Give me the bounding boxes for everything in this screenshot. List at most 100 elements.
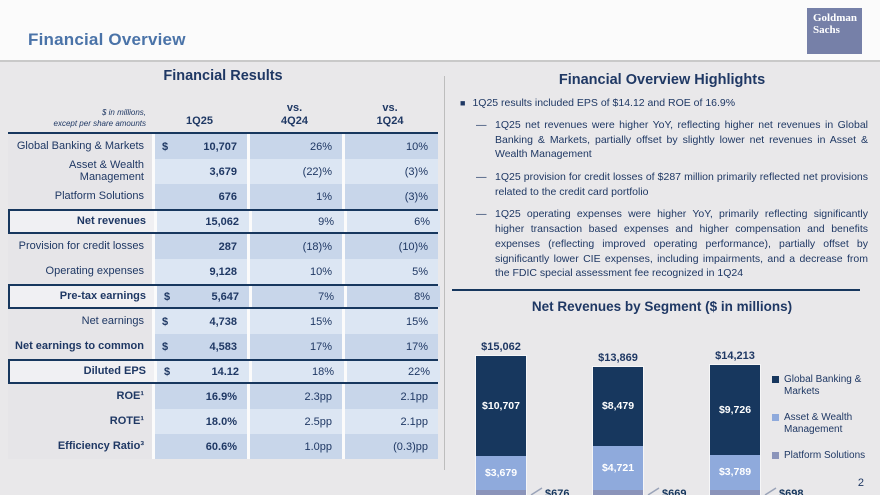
value-1q25: 10,707	[203, 140, 237, 153]
row-label: Net earnings	[8, 309, 152, 334]
square-bullet-icon: ■	[460, 98, 466, 108]
row-value-vs-4q24: 18%	[249, 361, 344, 382]
value-vs-1q24: 5%	[412, 265, 428, 278]
dollar-sign: $	[162, 315, 169, 328]
legend-item: Asset & Wealth Management	[772, 412, 872, 437]
row-label: Net revenues	[10, 211, 154, 232]
financial-results-title: Financial Results	[163, 68, 283, 84]
row-label: ROTE¹	[8, 409, 152, 434]
row-value-vs-4q24: (18)%	[247, 234, 342, 259]
table-row: Efficiency Ratio³ 60.6% 1.0pp (0.3)pp	[8, 434, 438, 459]
bar-segment: $3,789	[710, 454, 760, 490]
financial-results-table: $ in millions, except per share amounts …	[8, 92, 440, 459]
dollar-sign: $	[162, 340, 169, 353]
value-vs-1q24: (3)%	[404, 190, 428, 203]
value-vs-1q24: 2.1pp	[400, 415, 428, 428]
table-row: Net earnings to common $ 4,583 17% 17%	[8, 334, 438, 359]
row-label: Provision for credit losses	[8, 234, 152, 259]
value-vs-4q24: 1%	[316, 190, 332, 203]
value-1q25: 16.9%	[205, 390, 237, 403]
value-1q25: 5,647	[211, 290, 239, 303]
bar-segment: $4,721	[593, 445, 643, 490]
row-value-vs-4q24: 15%	[247, 309, 342, 334]
column-header-1q25: 1Q25	[186, 115, 213, 128]
row-label: ROE¹	[8, 384, 152, 409]
bars-row: $15,062 $10,707 $3,679 $676 $13,869 $8,479 $4,…	[452, 328, 803, 495]
row-value-1q25: $ 4,583	[152, 334, 247, 359]
legend-label: Asset & Wealth Management	[784, 411, 853, 436]
bar-segment: $9,726	[710, 364, 760, 455]
sub-bullet: — 1Q25 net revenues were higher YoY, ref…	[476, 118, 868, 162]
value-1q25: 676	[218, 190, 237, 203]
row-value-vs-1q24: (0.3)pp	[342, 434, 438, 459]
value-vs-4q24: 18%	[311, 365, 334, 378]
value-vs-4q24: 15%	[309, 315, 332, 328]
row-value-vs-1q24: 5%	[342, 259, 438, 284]
stacked-bar: $8,479 $4,721	[593, 366, 643, 495]
net-revenues-chart: $15,062 $10,707 $3,679 $676 $13,869 $8,479 $4,…	[452, 328, 872, 495]
value-vs-4q24: 2.3pp	[304, 390, 332, 403]
value-vs-4q24: 26%	[309, 140, 332, 153]
column-header-vs-4q24: vs. 4Q24	[281, 101, 308, 128]
page-number: 2	[857, 477, 864, 489]
column-header-vs-1q24: vs. 1Q24	[376, 101, 404, 128]
highlights-panel: Financial Overview Highlights ■ 1Q25 res…	[452, 68, 872, 495]
value-vs-4q24: 9%	[318, 215, 334, 228]
value-vs-4q24: 10%	[309, 265, 332, 278]
value-vs-1q24: 6%	[414, 215, 430, 228]
table-row: ROTE¹ 18.0% 2.5pp 2.1pp	[8, 409, 438, 434]
row-value-vs-1q24: 2.1pp	[342, 409, 438, 434]
row-value-1q25: $ 5,647	[154, 286, 249, 307]
row-value-1q25: $ 4,738	[152, 309, 247, 334]
row-value-1q25: $ 14.12	[154, 361, 249, 382]
value-1q25: 18.0%	[205, 415, 237, 428]
callout-value: $698	[779, 487, 804, 495]
platform-solutions-callout: $676	[530, 484, 569, 495]
row-value-vs-4q24: 2.5pp	[247, 409, 342, 434]
platform-solutions-callout: $669	[647, 484, 686, 495]
row-value-1q25: 16.9%	[152, 384, 247, 409]
row-label: Platform Solutions	[8, 184, 152, 209]
value-1q25: 4,583	[209, 340, 237, 353]
platform-solutions-callout: $698	[764, 484, 803, 495]
row-value-vs-1q24: (3)%	[342, 184, 438, 209]
table-row: Platform Solutions 676 1% (3)%	[8, 184, 438, 209]
logo-line-2: Sachs	[813, 23, 840, 36]
row-value-vs-1q24: 22%	[344, 361, 440, 382]
legend-label: Platform Solutions	[784, 449, 866, 461]
row-value-1q25: 18.0%	[152, 409, 247, 434]
row-value-vs-1q24: (10)%	[342, 234, 438, 259]
goldman-sachs-logo: Goldman Sachs	[807, 8, 862, 54]
value-vs-1q24: (10)%	[398, 240, 428, 253]
legend-label: Global Banking & Markets	[784, 373, 862, 398]
chart-title: Net Revenues by Segment ($ in millions)	[531, 298, 793, 314]
value-vs-1q24: 22%	[407, 365, 430, 378]
value-vs-1q24: 15%	[405, 315, 428, 328]
row-label: Operating expenses	[8, 259, 152, 284]
stacked-bar: $10,707 $3,679	[476, 355, 526, 495]
row-value-vs-4q24: 1%	[247, 184, 342, 209]
row-value-1q25: 3,679	[152, 159, 247, 184]
row-label: Efficiency Ratio³	[8, 434, 152, 459]
row-value-1q25: 676	[152, 184, 247, 209]
row-label: Asset & Wealth Management	[8, 159, 152, 184]
main-bullet-text: 1Q25 results included EPS of $14.12 and …	[472, 97, 736, 109]
row-label: Net earnings to common	[8, 334, 152, 359]
dash-bullet-icon: —	[476, 171, 487, 184]
value-vs-4q24: 1.0pp	[304, 440, 332, 453]
bar-segment	[476, 489, 526, 495]
value-1q25: 287	[218, 240, 237, 253]
panel-divider	[444, 76, 445, 470]
value-vs-1q24: 2.1pp	[400, 390, 428, 403]
value-1q25: 15,062	[205, 215, 239, 228]
row-value-vs-4q24: 2.3pp	[247, 384, 342, 409]
value-vs-1q24: 10%	[405, 140, 428, 153]
legend-swatch-icon	[772, 413, 779, 421]
bar-total-label: $15,062	[481, 340, 521, 353]
row-value-vs-1q24: 17%	[342, 334, 438, 359]
sub-bullet-text: 1Q25 provision for credit losses of $287…	[495, 171, 868, 198]
row-value-vs-4q24: 9%	[249, 211, 344, 232]
bar-group-1q24: $14,213 $9,726 $3,789 $698	[710, 350, 803, 495]
value-vs-1q24: (3)%	[404, 165, 428, 178]
